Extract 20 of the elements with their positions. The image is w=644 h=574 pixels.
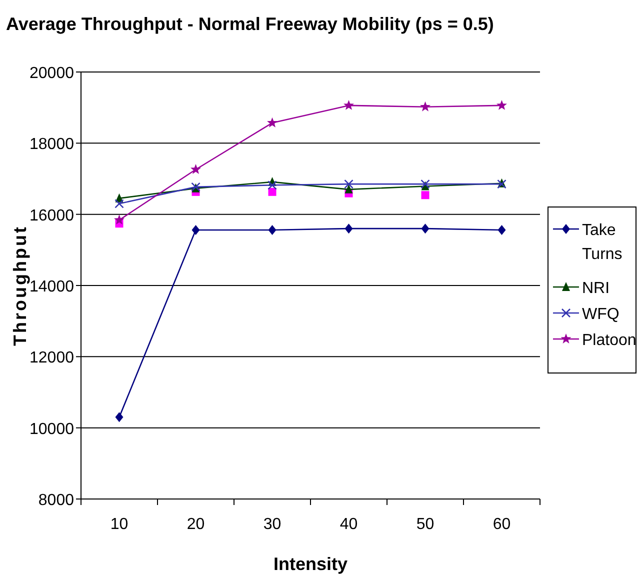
chart-title: Average Throughput - Normal Freeway Mobility (ps = 0.5) [6, 14, 494, 34]
x-tick-label: 50 [416, 516, 434, 533]
y-tick-label: 8000 [38, 492, 74, 509]
legend-label: Take Turns [582, 222, 622, 263]
y-tick-label: 16000 [30, 207, 74, 224]
y-tick-label: 14000 [30, 278, 74, 296]
x-tick-label: 60 [492, 516, 511, 533]
x-tick-label: 10 [110, 516, 128, 533]
y-tick-label: 18000 [30, 136, 74, 154]
x-tick-label: 20 [186, 516, 205, 533]
x-axis-title: Intensity [273, 554, 348, 574]
legend-label: WFQ [582, 306, 620, 323]
y-axis-title: Throughput [10, 225, 30, 346]
y-tick-label: 20000 [30, 65, 74, 82]
x-tick-label: 40 [340, 516, 358, 533]
legend-label: NRI [582, 280, 610, 297]
legend-label: Platoon [582, 332, 636, 349]
x-tick-label: 30 [263, 516, 282, 533]
y-tick-label: 12000 [30, 350, 74, 367]
y-tick-label: 10000 [30, 420, 74, 438]
